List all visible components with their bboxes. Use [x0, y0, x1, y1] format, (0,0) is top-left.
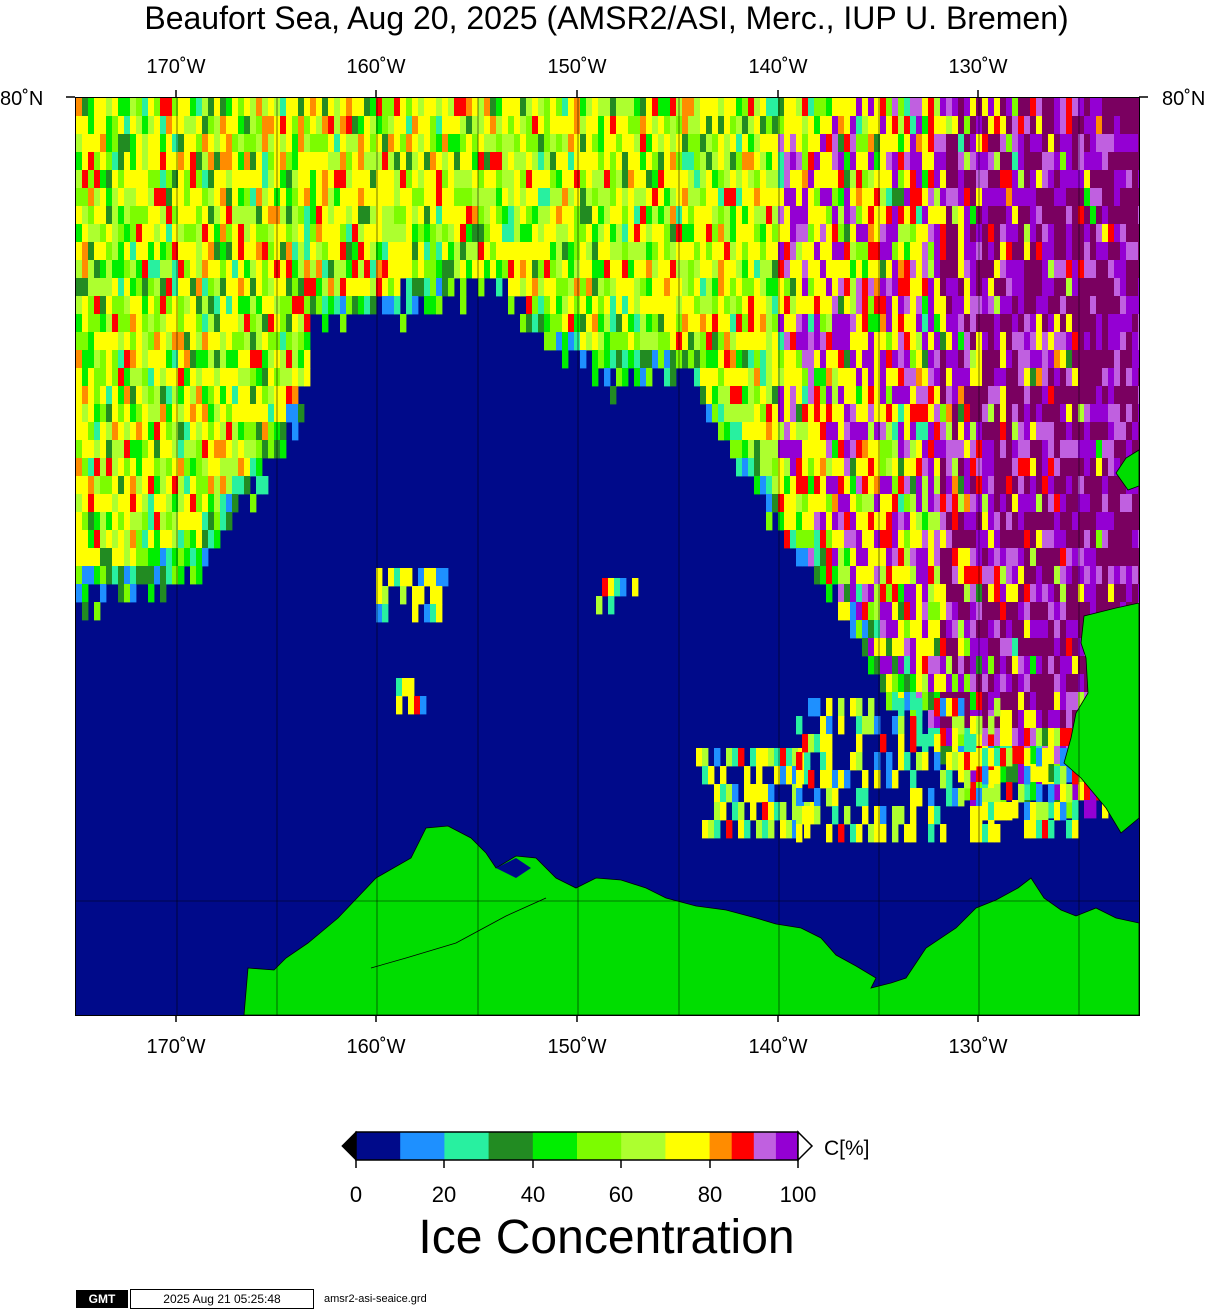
colorbar-bin-40-50 — [532, 1132, 578, 1160]
lon-label-top-160w: 160˚W — [346, 56, 406, 78]
colorbar-tick-0: 0 — [349, 1182, 363, 1207]
colorbar-bin-50-60 — [577, 1132, 622, 1160]
frame-ticks — [66, 90, 1148, 1022]
ice-concentration-map — [75, 97, 1140, 1016]
land-prince-patrick-tip — [1115, 449, 1139, 491]
gmt-logo: GMT — [76, 1290, 128, 1308]
colorbar-tick-40: 40 — [520, 1182, 546, 1207]
colorbar-under-triangle — [341, 1130, 357, 1162]
colorbar-tick-60: 60 — [608, 1182, 634, 1207]
land-border — [370, 897, 547, 969]
lon-label-top-150w: 150˚W — [547, 56, 607, 78]
timestamp: 2025 Aug 21 05:25:48 — [130, 1289, 314, 1309]
colorbar-bin-70-80 — [665, 1132, 711, 1160]
colorbar-bin-30-40 — [488, 1132, 534, 1160]
colorbar-unit-label: C[%] — [824, 1137, 870, 1160]
colorbar-bin-20-30 — [444, 1132, 490, 1160]
lon-label-top-130w: 130˚W — [948, 56, 1008, 78]
land-alaska-north-slope — [243, 825, 1139, 1015]
lagoon — [496, 858, 531, 878]
colorbar-bin-85-90 — [731, 1132, 755, 1160]
colorbar-bins — [356, 1132, 799, 1160]
lon-label-top-170w: 170˚W — [146, 56, 206, 78]
graticule — [76, 98, 1139, 1015]
lon-label-bottom-140w: 140˚W — [748, 1036, 808, 1058]
map-title: Beaufort Sea, Aug 20, 2025 (AMSR2/ASI, M… — [144, 0, 1069, 36]
lat-label-left-80n: 80˚N — [0, 88, 44, 110]
colorbar-caption: Ice Concentration — [418, 1211, 795, 1264]
colorbar-tick-100: 100 — [779, 1182, 817, 1207]
ice-cells — [76, 98, 1139, 843]
colorbar-bin-80-85 — [709, 1132, 733, 1160]
lon-label-top-140w: 140˚W — [748, 56, 808, 78]
grid-filename: amsr2-asi-seaice.grd — [324, 1293, 427, 1305]
colorbar-bin-95-100 — [775, 1132, 799, 1160]
colorbar-bin-90-95 — [753, 1132, 777, 1160]
lon-label-bottom-130w: 130˚W — [948, 1036, 1008, 1058]
colorbar-over-triangle — [797, 1130, 814, 1162]
colorbar-bin-10-20 — [400, 1132, 445, 1160]
colorbar — [341, 1130, 814, 1168]
lon-label-bottom-150w: 150˚W — [547, 1036, 607, 1058]
colorbar-tick-20: 20 — [431, 1182, 457, 1207]
colorbar-bin-0-10 — [356, 1132, 401, 1160]
land-banks-island — [1063, 602, 1139, 834]
colorbar-bin-60-70 — [621, 1132, 666, 1160]
map-canvas — [76, 98, 1139, 1015]
lat-label-right-80n: 80˚N — [1162, 88, 1206, 110]
lon-label-bottom-170w: 170˚W — [146, 1036, 206, 1058]
lon-label-bottom-160w: 160˚W — [346, 1036, 406, 1058]
colorbar-tick-80: 80 — [697, 1182, 723, 1207]
